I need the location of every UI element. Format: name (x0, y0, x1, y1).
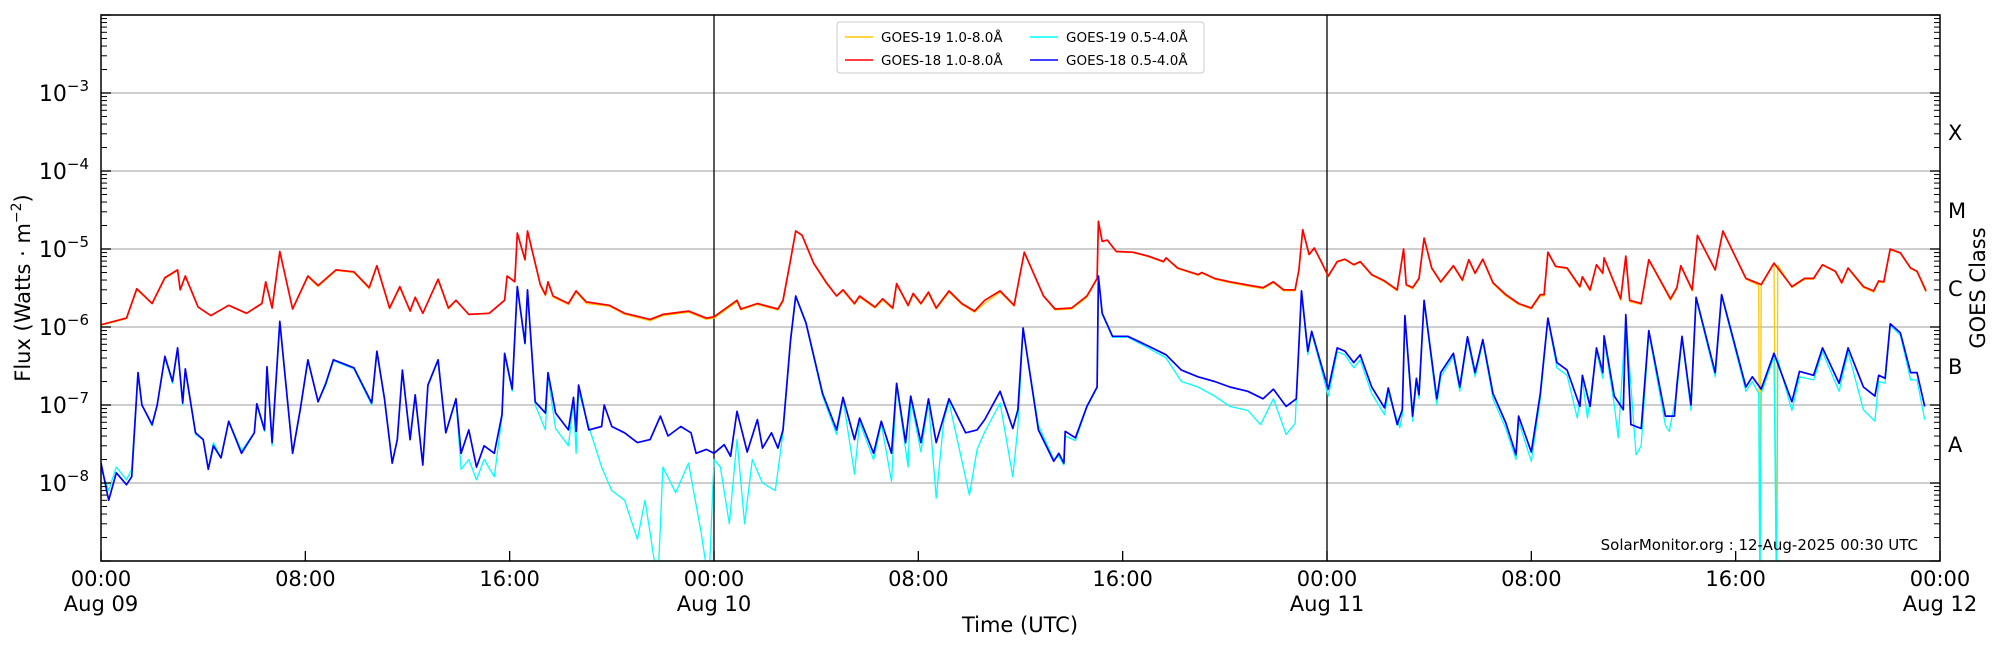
series-line-goes-18-0-5-4-0- (101, 275, 1926, 502)
gridlines (101, 14, 1940, 562)
legend: GOES-19 1.0-8.0Å GOES-18 1.0-8.0Å GOES-19 … (836, 21, 1205, 74)
x-tick-label-time: 08:00 (275, 567, 336, 591)
goes-class-axis-label: GOES Class (1966, 227, 1990, 348)
x-tick-label-date: Aug 10 (677, 592, 751, 616)
y-tick-label: 10−3 (39, 77, 89, 107)
y-axis-ticks: 10−3 10−4 10−5 10−6 10−7 10−8 (39, 14, 1940, 562)
goes-class-label-a: A (1948, 433, 1963, 457)
y-tick-label: 10−4 (39, 155, 89, 185)
y-tick-label: 10−6 (39, 311, 89, 341)
x-tick-label-time: 00:00 (71, 567, 132, 591)
source-annotation: SolarMonitor.org : 12-Aug-2025 00:30 UTC (1601, 536, 1918, 554)
plot-area (101, 220, 1927, 561)
series-line-goes-18-1-0-8-0- (101, 220, 1927, 326)
x-tick-label-date: Aug 09 (64, 592, 138, 616)
x-tick-label-time: 16:00 (1092, 567, 1153, 591)
legend-entry: GOES-18 1.0-8.0Å (881, 52, 1003, 69)
x-tick-label-time: 00:00 (1297, 567, 1358, 591)
x-tick-label-time: 16:00 (1705, 567, 1766, 591)
y-tick-label: 10−5 (39, 233, 89, 263)
goes-class-label-b: B (1948, 355, 1962, 379)
x-tick-label-time: 00:00 (1910, 567, 1971, 591)
y-tick-label: 10−7 (39, 389, 89, 419)
x-axis-label: Time (UTC) (961, 613, 1078, 637)
goes-class-label-m: M (1948, 199, 1966, 223)
legend-entry: GOES-18 0.5-4.0Å (1066, 52, 1188, 69)
day-boundary-lines (713, 15, 1328, 561)
x-tick-label-time: 00:00 (684, 567, 745, 591)
goes-class-label-x: X (1948, 121, 1962, 145)
series-lines (101, 220, 1927, 561)
x-tick-label-time: 08:00 (888, 567, 949, 591)
legend-entry: GOES-19 1.0-8.0Å (881, 29, 1003, 46)
x-tick-label-time: 08:00 (1501, 567, 1562, 591)
y-tick-label: 10−8 (39, 467, 89, 497)
goes-class-label-c: C (1948, 277, 1963, 301)
legend-box (836, 21, 1205, 74)
goes-class-labels: X M C B A (1948, 121, 1966, 457)
legend-entry: GOES-19 0.5-4.0Å (1066, 29, 1188, 46)
plot-frame (100, 14, 1941, 562)
x-tick-label-date: Aug 12 (1903, 592, 1977, 616)
x-tick-label-date: Aug 11 (1290, 592, 1364, 616)
x-tick-label-time: 16:00 (479, 567, 540, 591)
y-axis-label: Flux (Watts · m−2) (9, 194, 35, 382)
